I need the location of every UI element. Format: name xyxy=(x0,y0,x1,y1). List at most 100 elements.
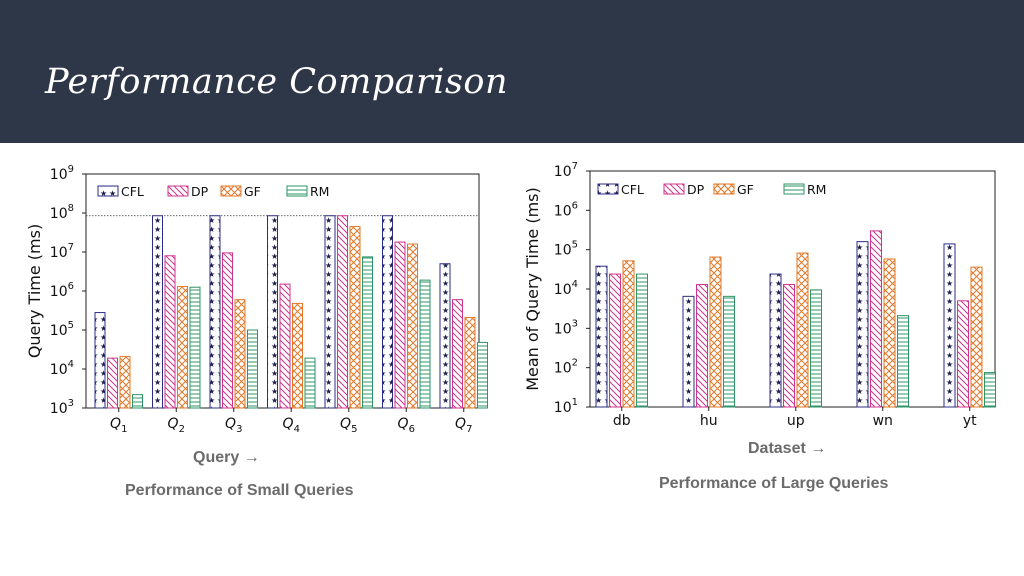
bar-cfl xyxy=(595,265,608,408)
bar-rm xyxy=(362,256,373,409)
bar-dp xyxy=(957,300,969,408)
x-tick-label: wn xyxy=(873,413,893,429)
bar-rm xyxy=(247,329,258,409)
bar-rm xyxy=(723,295,735,408)
large-chart-caption: Performance of Large Queries xyxy=(659,475,889,492)
y-tick-label: 106 xyxy=(50,281,74,300)
bar-gf xyxy=(970,266,983,408)
bar-cfl xyxy=(209,215,221,409)
bar-cfl xyxy=(382,215,393,409)
bar-dp xyxy=(870,230,882,408)
bar-gf xyxy=(407,243,418,409)
bar-dp xyxy=(452,299,463,409)
y-tick-label: 109 xyxy=(50,164,74,183)
legend-swatch-gf xyxy=(220,185,242,197)
bar-cfl xyxy=(152,215,163,409)
slide-title: Performance Comparison xyxy=(45,62,509,102)
bar-gf xyxy=(796,252,809,408)
large-chart-xlabel: Dataset → xyxy=(748,440,827,457)
y-tick-label: 105 xyxy=(50,320,74,339)
x-tick-label: yt xyxy=(963,413,977,429)
y-axis-label: Mean of Query Time (ms) xyxy=(523,187,542,391)
x-tick-label: up xyxy=(787,413,805,429)
bar-rm xyxy=(984,372,996,408)
x-tick-label: Q1 xyxy=(110,416,127,435)
legend-label-dp: DP xyxy=(687,182,705,197)
x-tick-label: db xyxy=(613,413,631,429)
bar-rm xyxy=(477,341,488,409)
legend-label-rm: RM xyxy=(807,182,826,197)
legend-swatch-cfl xyxy=(597,183,619,195)
y-tick-label: 108 xyxy=(50,203,74,222)
y-tick-label: 104 xyxy=(554,279,578,298)
x-tick-label: hu xyxy=(700,413,718,429)
legend-label-gf: GF xyxy=(737,182,754,197)
legend-label-gf: GF xyxy=(244,184,261,199)
bar-rm xyxy=(419,279,431,409)
y-tick-label: 103 xyxy=(554,318,578,337)
legend-swatch-dp xyxy=(167,185,189,197)
y-tick-label: 103 xyxy=(50,398,74,417)
bar-rm xyxy=(132,394,143,409)
y-tick-label: 106 xyxy=(554,200,578,219)
bar-dp xyxy=(107,357,118,409)
bar-cfl xyxy=(324,215,336,409)
bar-rm xyxy=(304,357,316,409)
y-tick-label: 107 xyxy=(50,242,74,261)
legend-swatch-dp xyxy=(663,183,685,195)
x-tick-label: Q6 xyxy=(398,416,415,435)
bar-gf xyxy=(464,316,476,409)
bar-dp xyxy=(696,284,708,408)
bar-gf xyxy=(883,258,896,408)
y-tick-label: 107 xyxy=(554,161,578,180)
legend-swatch-rm xyxy=(286,185,308,197)
bar-dp xyxy=(222,252,233,409)
bar-cfl xyxy=(943,243,956,408)
small-chart-caption: Performance of Small Queries xyxy=(125,482,354,499)
large-queries-chart: 101 102 103 104 105 106 107 Mean of Query Time … xyxy=(523,161,996,429)
bar-gf xyxy=(349,226,361,409)
bar-gf xyxy=(292,302,303,409)
bar-dp xyxy=(609,273,621,408)
legend-label-cfl: CFL xyxy=(621,182,644,197)
bar-cfl xyxy=(94,312,106,409)
bar-rm xyxy=(897,315,909,408)
bar-dp xyxy=(279,283,291,409)
bar-gf xyxy=(709,256,722,408)
bar-gf xyxy=(177,286,188,409)
x-tick-label: Q3 xyxy=(225,416,242,435)
bar-gf xyxy=(234,299,246,409)
bar-rm xyxy=(810,289,822,408)
y-tick-label: 104 xyxy=(50,359,74,378)
bar-cfl xyxy=(682,295,695,408)
title-banner xyxy=(0,0,1024,143)
x-tick-label: Q4 xyxy=(283,416,300,435)
bar-dp xyxy=(164,255,176,409)
bar-cfl xyxy=(856,241,869,408)
bar-rm xyxy=(636,273,648,408)
legend-label-dp: DP xyxy=(191,184,209,199)
bar-gf xyxy=(622,260,635,408)
legend-swatch-cfl xyxy=(97,185,119,197)
x-tick-label: Q7 xyxy=(455,416,472,435)
y-tick-label: 101 xyxy=(554,397,578,416)
y-axis-label: Query Time (ms) xyxy=(25,224,44,358)
bar-cfl xyxy=(769,273,782,408)
small-queries-chart: 103 104 105 106 107 108 109 Query Time (ms) Q1 Q2… xyxy=(25,164,488,435)
legend-label-rm: RM xyxy=(310,184,329,199)
bar-rm xyxy=(189,286,201,409)
y-tick-label: 105 xyxy=(554,240,578,259)
bar-cfl xyxy=(439,263,451,409)
legend-swatch-rm xyxy=(783,183,805,195)
legend-swatch-gf xyxy=(713,183,735,195)
bar-dp xyxy=(394,241,406,409)
small-chart-xlabel: Query → xyxy=(193,449,260,466)
legend-label-cfl: CFL xyxy=(121,184,144,199)
bar-dp xyxy=(783,284,795,408)
bar-gf xyxy=(119,355,131,409)
bar-cfl xyxy=(267,215,278,409)
y-tick-label: 102 xyxy=(554,358,578,377)
x-tick-label: Q5 xyxy=(340,416,357,435)
bar-dp xyxy=(337,215,348,409)
